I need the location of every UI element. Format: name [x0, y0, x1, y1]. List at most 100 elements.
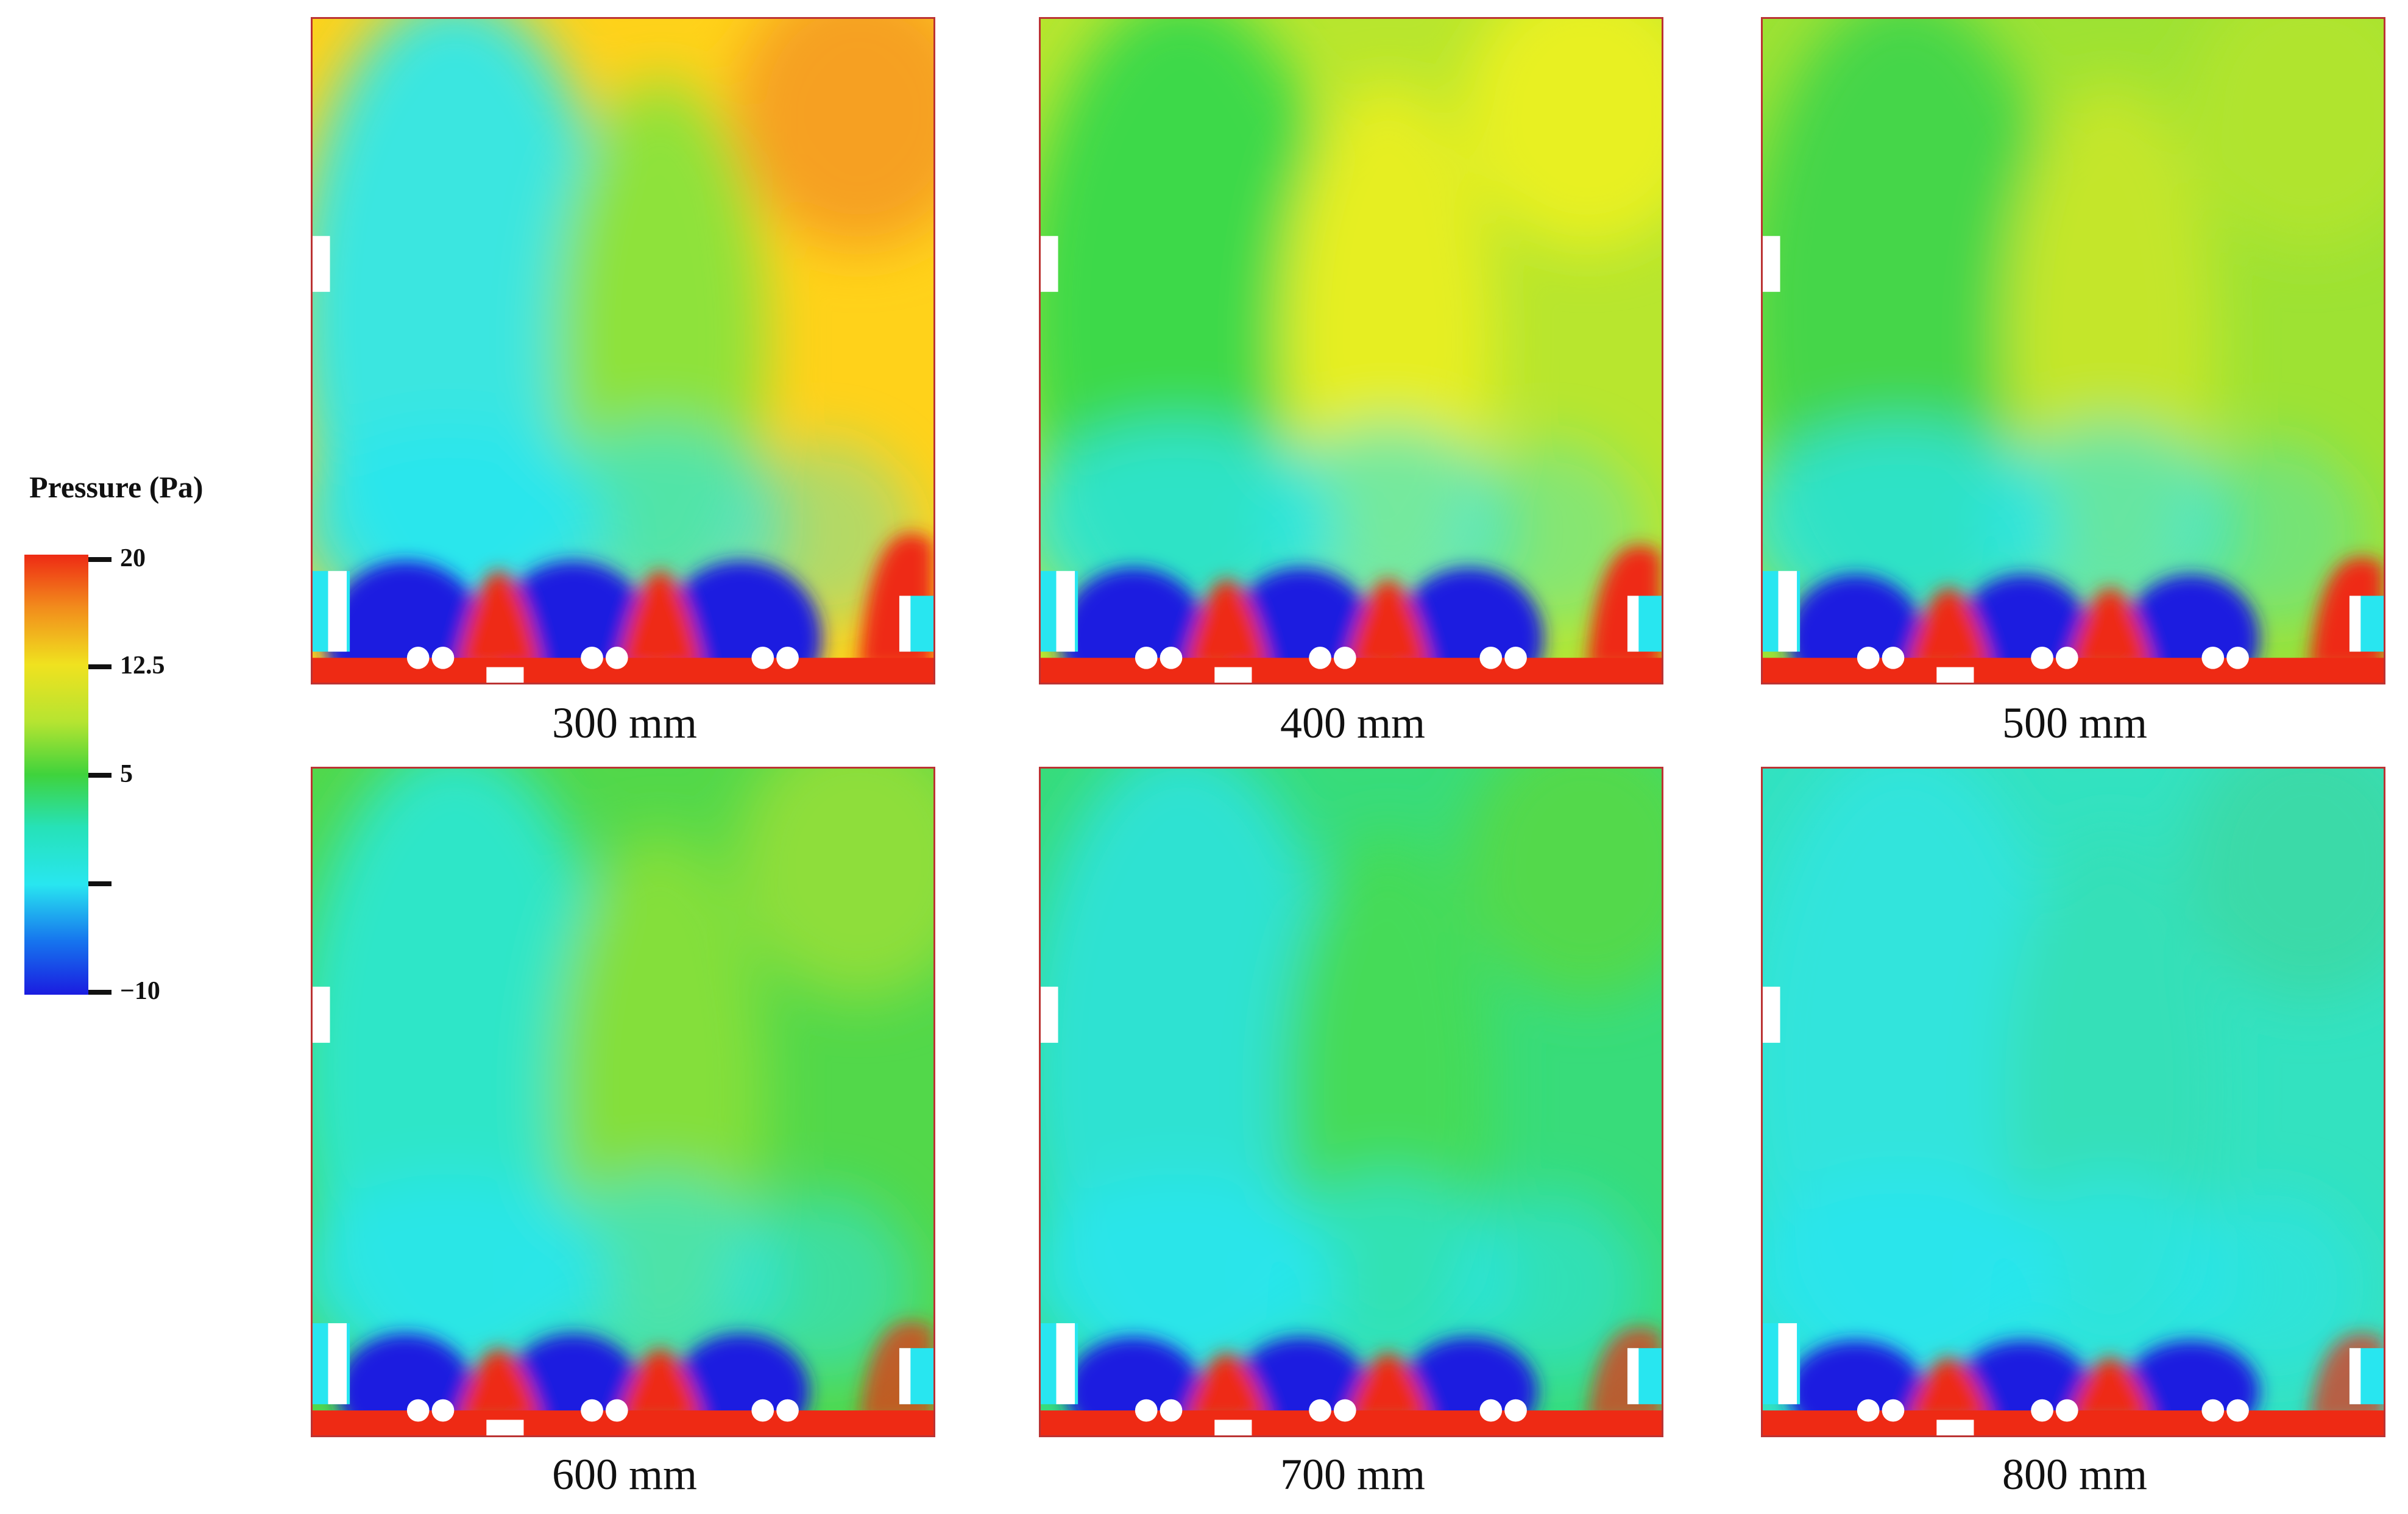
right-lower-panel [899, 595, 911, 652]
pressure-panel-500 [1761, 17, 2385, 684]
inlet-opening [2226, 646, 2249, 669]
inlet-opening [1333, 1399, 1356, 1422]
inlet-opening [431, 1399, 455, 1422]
floor-outlet [1214, 1420, 1252, 1435]
inlet-opening [605, 1399, 628, 1422]
right-lower-panel [1627, 1348, 1639, 1404]
inlet-opening [431, 646, 455, 669]
inlet-opening [2226, 1399, 2249, 1422]
top-right-zone [1462, 769, 1662, 1000]
inlet-opening [1479, 646, 1503, 669]
lower-right-cyan-zone [1456, 1192, 1643, 1379]
left-wall-vent [1763, 236, 1780, 292]
left-wall-vent [1041, 236, 1058, 292]
left-lower-panel [1778, 1323, 1797, 1404]
left-wall-vent [313, 236, 330, 292]
left-wall-vent [1763, 986, 1780, 1043]
colorbar-tick-12-5 [88, 664, 112, 669]
inlet-opening [1882, 1399, 1905, 1422]
tick-label-5: 5 [120, 760, 133, 788]
top-right-zone [2184, 769, 2384, 1000]
pressure-panel-800 [1761, 767, 2385, 1437]
right-lower-panel [899, 1348, 911, 1404]
inlet-opening [1309, 1399, 1331, 1422]
floor-outlet [1936, 667, 1974, 683]
lower-right-cyan-zone [728, 1192, 915, 1379]
pressure-field [1041, 19, 1662, 683]
inlet-opening [1504, 646, 1527, 669]
tick-label-20: 20 [120, 544, 146, 572]
lower-middle-cyan-zone [1986, 1173, 2235, 1386]
floor-outlet [1936, 1420, 1974, 1435]
top-right-zone [1462, 19, 1662, 249]
inlet-opening [776, 646, 799, 669]
left-lower-panel [328, 1323, 347, 1404]
caption-300: 300 mm [551, 698, 697, 747]
bottom-jets [1787, 557, 2384, 683]
pressure-field [1763, 769, 2384, 1435]
inlet-opening [1309, 646, 1331, 669]
left-wall-vent [1041, 986, 1058, 1043]
left-wall-vent [313, 986, 330, 1043]
colorbar-tick-blank [88, 881, 112, 886]
pressure-field [313, 19, 933, 683]
field-zones [1763, 19, 2384, 639]
left-lower-panel [1056, 570, 1075, 652]
floor-outlet [486, 1420, 524, 1435]
inlet-opening [1135, 1399, 1158, 1422]
left-lower-panel [328, 570, 347, 652]
high-pressure-jet [617, 1348, 704, 1423]
pressure-panel-600 [311, 767, 935, 1437]
inlet-opening [776, 1399, 799, 1422]
top-right-zone [734, 769, 933, 1000]
left-lower-panel [1056, 1323, 1075, 1404]
top-right-zone [2184, 19, 2384, 249]
inlet-opening [1160, 646, 1183, 669]
pressure-panel-400 [1039, 17, 1663, 684]
field-zones [1763, 769, 2384, 1392]
right-lower-panel [2349, 1348, 2361, 1404]
inlet-opening [1135, 646, 1158, 669]
lower-right-cyan-zone [2178, 1192, 2365, 1379]
inlet-opening [1504, 1399, 1527, 1422]
caption-400: 400 mm [1280, 698, 1425, 747]
inlet-opening [1160, 1399, 1183, 1422]
inlet-opening [1857, 646, 1880, 669]
inlet-opening [1479, 1399, 1503, 1422]
left-lower-panel [1778, 570, 1797, 652]
low-pressure-pocket [673, 1333, 810, 1435]
caption-500: 500 mm [2002, 698, 2147, 747]
lower-middle-cyan-zone [1264, 1173, 1513, 1386]
field-zones [1041, 769, 1662, 1392]
inlet-opening [751, 1399, 774, 1422]
inlet-opening [1882, 646, 1905, 669]
high-pressure-jet [2067, 1357, 2154, 1423]
inlet-opening [406, 646, 430, 669]
high-pressure-jet [1183, 579, 1271, 670]
lower-left-cyan-zone [313, 1173, 611, 1386]
high-pressure-jet [455, 570, 543, 670]
tick-label-12-5: 12.5 [120, 652, 165, 680]
high-pressure-jet [1345, 1353, 1432, 1423]
high-pressure-jet [2067, 588, 2154, 670]
floor-outlet [486, 667, 524, 683]
inlet-opening [2055, 1399, 2078, 1422]
inlet-opening [2031, 1399, 2053, 1422]
pressure-colorbar [24, 555, 88, 995]
high-pressure-jet [617, 570, 704, 670]
inlet-opening [1857, 1399, 1880, 1422]
inlet-opening [2201, 646, 2225, 669]
legend-title: Pressure (Pa) [29, 470, 204, 504]
inlet-opening [406, 1399, 430, 1422]
colorbar-tick-20 [88, 557, 112, 562]
inlet-opening [2031, 646, 2053, 669]
floor-outlet [1214, 667, 1252, 683]
right-lower-panel [2349, 595, 2361, 652]
inlet-opening [2201, 1399, 2225, 1422]
colorbar-tick-5 [88, 773, 112, 778]
top-right-zone [734, 19, 933, 249]
right-lower-panel [1627, 595, 1639, 652]
pressure-panel-300 [311, 17, 935, 684]
inlet-opening [1333, 646, 1356, 669]
lower-middle-cyan-zone [536, 1173, 785, 1386]
